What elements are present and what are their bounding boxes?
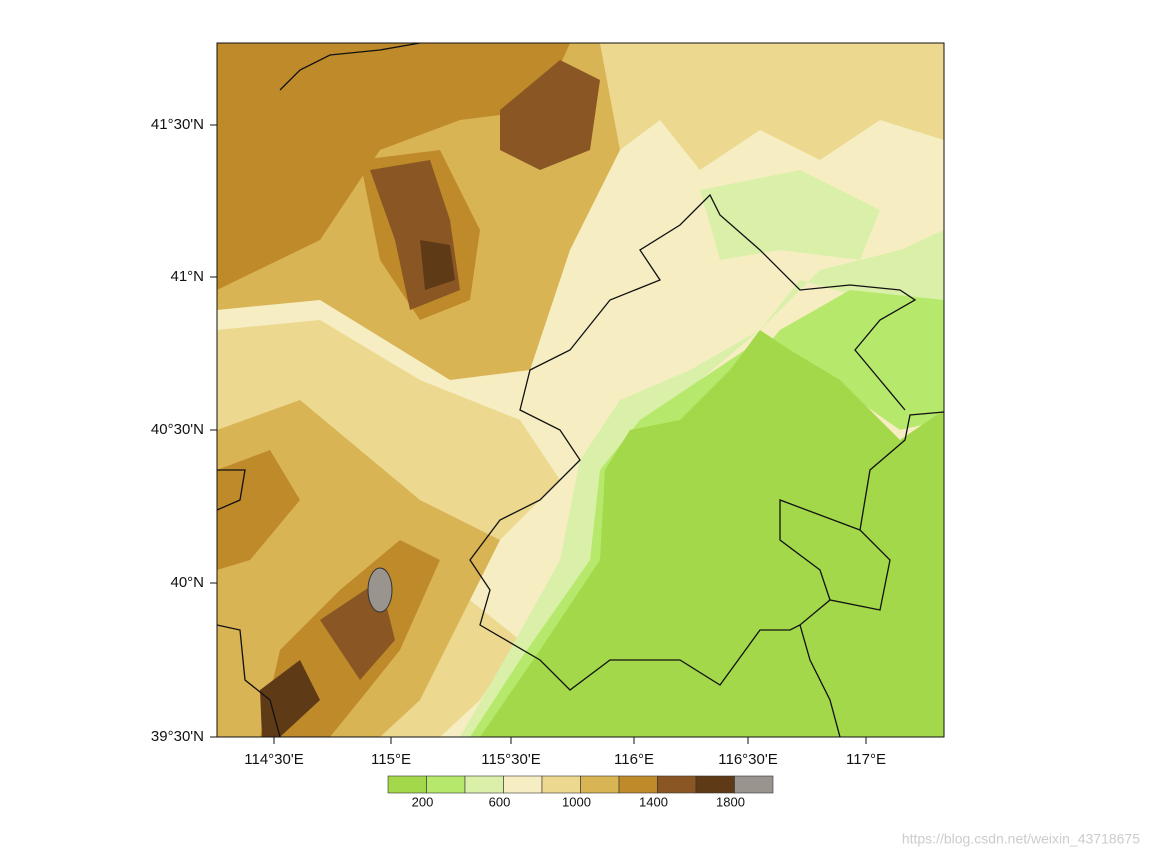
- colorbar-box: [695, 775, 735, 794]
- lat-tick-label: 39°30'N: [151, 728, 204, 745]
- lon-tick-label: 114°30'E: [244, 751, 303, 768]
- watermark: https://blog.csdn.net/weixin_43718675: [902, 831, 1140, 847]
- colorbar-box: [541, 775, 581, 794]
- colorbar-label: 200: [412, 794, 434, 809]
- lon-tick-label: 116°30'E: [718, 751, 777, 768]
- lon-tick-label: 115°E: [371, 751, 411, 768]
- colorbar-box: [387, 775, 427, 794]
- lat-tick-label: 40°30'N: [151, 421, 204, 438]
- colorbar-label: 1800: [716, 794, 745, 809]
- lat-tick-label: 41°N: [170, 268, 204, 285]
- colorbar-box: [464, 775, 504, 794]
- colorbar-box: [657, 775, 697, 794]
- colorbar-box: [734, 775, 774, 794]
- colorbar-box: [503, 775, 543, 794]
- colorbar-label: 1400: [639, 794, 668, 809]
- colorbar-label: 1000: [562, 794, 591, 809]
- lat-tick-label: 41°30'N: [151, 116, 204, 133]
- colorbar-label: 600: [489, 794, 511, 809]
- lon-tick-label: 117°E: [846, 751, 886, 768]
- lon-tick-label: 116°E: [614, 751, 654, 768]
- lat-tick-label: 40°N: [170, 574, 204, 591]
- map-frame: [216, 42, 945, 738]
- terrain: [217, 43, 944, 737]
- lon-tick-label: 115°30'E: [481, 751, 540, 768]
- colorbar-box: [426, 775, 466, 794]
- colorbar-box: [580, 775, 620, 794]
- colorbar-box: [618, 775, 658, 794]
